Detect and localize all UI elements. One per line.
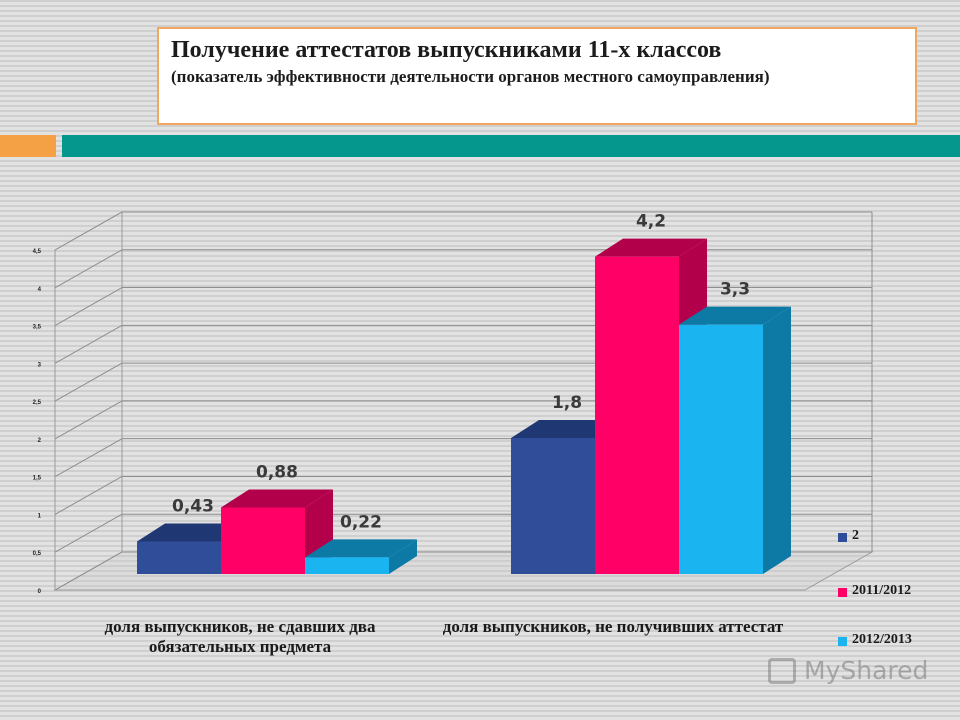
y-tick-label: 0 [38,589,42,595]
data-label: 1,8 [552,393,582,413]
gridline-side [54,438,123,478]
bar-top [679,306,791,325]
legend-item: 2011/2012 [838,583,958,601]
data-label: 0,43 [172,497,214,517]
category-label: доля выпускников, не получивших аттестат [442,617,784,636]
bar-top [221,489,333,508]
bar [595,256,679,574]
data-label: 4,2 [636,212,666,232]
watermark-text: MyShared [804,656,929,685]
accent-bar-orange [0,135,56,157]
legend-label: 2012/2013 [852,632,912,647]
legend-label: 2011/2012 [852,583,912,598]
bar-chart: 0 0,5 1 1,5 2 2,5 3 3,5 4 4,5 0,43 1,8 0,88 4,2 0,22 3,… [33,211,874,595]
y-tick-label: 2,5 [33,400,42,406]
y-tick-label: 4 [38,287,42,293]
category-label: доля выпускников, не сдавших два обязате… [104,617,376,656]
bar-side [389,539,417,574]
data-label: 0,88 [256,463,298,483]
bar [511,438,595,574]
gridline-side [54,476,123,515]
legend-swatch [838,588,847,597]
y-tick-label: 1,5 [33,476,42,482]
bar-top [305,539,417,558]
gridline-side [54,324,123,364]
gridline-side [54,287,123,326]
gridline-side [54,249,123,289]
data-label: 3,3 [720,280,750,300]
y-tick-label: 1 [38,513,42,519]
legend-label: 2 [852,528,859,543]
bar [679,324,763,574]
gridline-side [54,362,123,402]
bar [221,507,305,574]
bar [137,541,221,574]
title-box: Получение аттестатов выпускниками 11-х к… [157,27,917,125]
gridline-side [54,400,123,440]
presentation-icon [768,658,796,684]
data-label: 0,22 [340,512,382,532]
y-tick-label: 2 [38,438,42,444]
y-tick-label: 3,5 [33,325,42,331]
page-subtitle: (показатель эффективности деятельности о… [171,67,770,86]
y-tick-label: 4,5 [33,249,42,255]
page-title: Получение аттестатов выпускниками 11-х к… [171,37,722,63]
y-tick-label: 0,5 [33,551,42,557]
gridline-side [54,513,123,553]
gridline-side [54,211,123,251]
y-tick-label: 3 [38,362,42,368]
bar [305,557,389,574]
bar-side [763,306,791,574]
legend-item: 2012/2013 [838,632,958,650]
legend-swatch [838,637,847,646]
legend-item: 2 [838,528,958,546]
accent-bar-teal [62,135,960,157]
watermark: MyShared [768,656,928,690]
bar-top [595,238,707,257]
gridline-side [54,551,123,591]
legend-swatch [838,533,847,542]
